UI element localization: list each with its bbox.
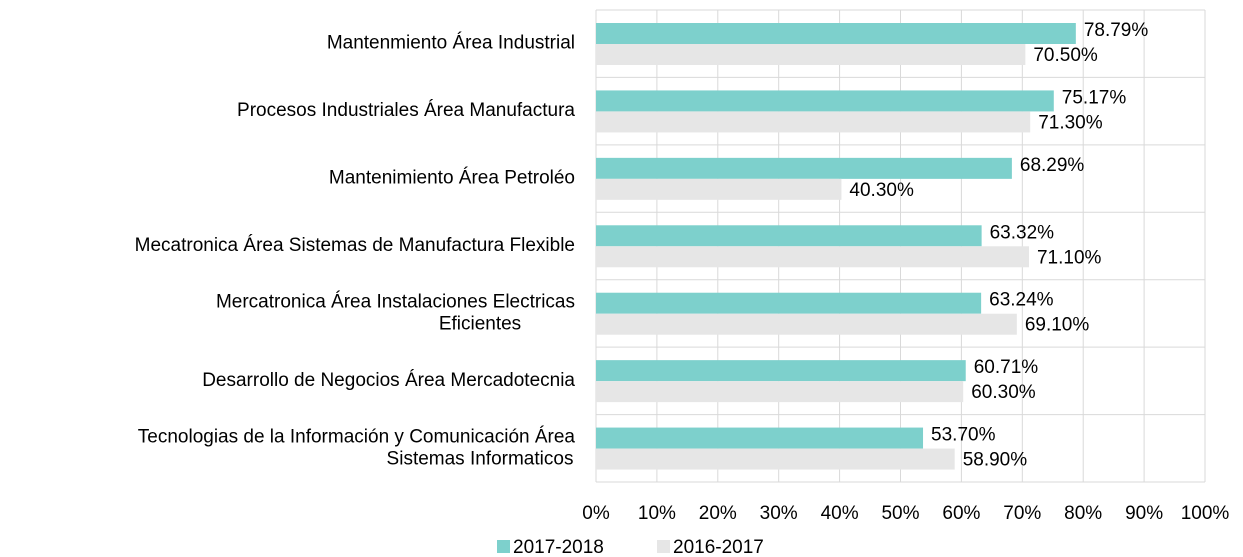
bar — [596, 44, 1026, 65]
category-label: Tecnologias de la Información y Comunica… — [138, 426, 576, 469]
bar — [596, 90, 1054, 112]
legend-swatch — [657, 540, 670, 553]
x-tick-label: 90% — [1125, 503, 1163, 524]
value-label: 63.32% — [990, 222, 1055, 243]
bar — [596, 246, 1029, 268]
bar — [596, 448, 955, 470]
x-tick-label: 100% — [1181, 503, 1230, 524]
value-label: 69.10% — [1025, 315, 1090, 336]
x-tick-label: 70% — [1003, 503, 1041, 524]
value-label: 75.17% — [1062, 87, 1127, 108]
x-tick-label: 0% — [582, 503, 610, 524]
x-tick-label: 80% — [1064, 503, 1102, 524]
x-tick-label: 40% — [821, 503, 859, 524]
value-label: 71.30% — [1038, 112, 1103, 133]
bar — [596, 23, 1076, 44]
bar — [596, 111, 1031, 133]
bar — [596, 381, 964, 403]
value-label: 68.29% — [1020, 155, 1085, 176]
value-label: 60.30% — [971, 382, 1036, 403]
bar — [596, 178, 842, 200]
bar — [596, 225, 982, 247]
bar — [596, 360, 966, 382]
legend-label: 2016-2017 — [673, 537, 764, 557]
value-label: 53.70% — [931, 425, 996, 446]
category-label-line: Eficientes — [439, 313, 521, 334]
value-label: 63.24% — [989, 290, 1054, 311]
bar — [596, 313, 1017, 335]
x-tick-label: 20% — [699, 503, 737, 524]
x-tick-label: 60% — [942, 503, 980, 524]
value-label: 70.50% — [1033, 45, 1098, 66]
x-tick-label: 10% — [638, 503, 676, 524]
value-label: 71.10% — [1037, 247, 1102, 268]
x-tick-label: 50% — [881, 503, 919, 524]
category-label: Mantenmiento Área Industrial — [327, 33, 575, 54]
x-tick-label: 30% — [760, 503, 798, 524]
legend-label: 2017-2018 — [513, 537, 604, 557]
category-label: Procesos Industriales Área Manufactura — [237, 100, 575, 121]
bar — [596, 157, 1012, 179]
category-label: Mercatronica Área Instalaciones Electric… — [216, 291, 575, 334]
value-label: 58.90% — [963, 450, 1028, 471]
bar — [596, 427, 924, 449]
value-label: 40.30% — [849, 180, 914, 201]
category-label: Desarrollo de Negocios Área Mercadotecni… — [202, 370, 575, 391]
category-label-line: Sistemas Informaticos — [387, 448, 574, 469]
category-label-line: Mercatronica Área Instalaciones Electric… — [216, 291, 575, 312]
value-label: 78.79% — [1084, 20, 1149, 41]
category-label: Mecatronica Área Sistemas de Manufactura… — [135, 235, 575, 256]
category-label-line: Tecnologias de la Información y Comunica… — [138, 426, 576, 447]
legend-swatch — [497, 540, 510, 553]
category-label: Mantenimiento Área Petroléo — [329, 168, 575, 189]
value-label: 60.71% — [974, 357, 1039, 378]
bar — [596, 292, 982, 314]
